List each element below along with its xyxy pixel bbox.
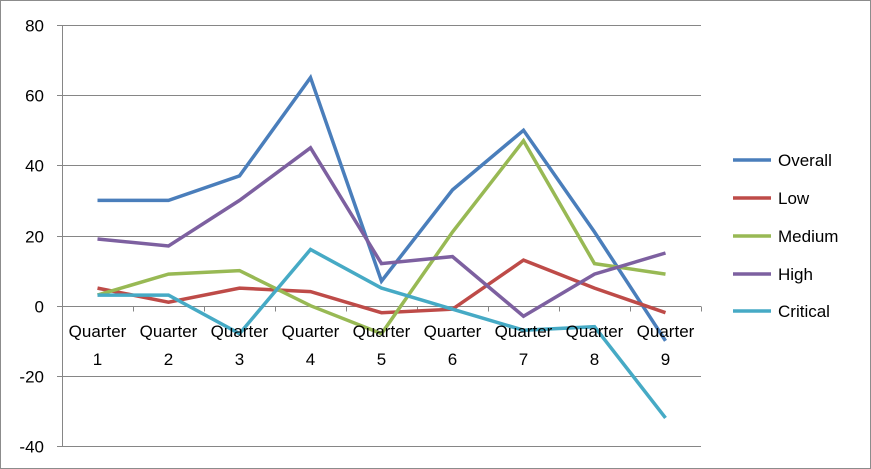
x-tick-label: 3 [235,350,244,369]
series-line-critical [97,247,667,419]
x-tick-label: Quarter [637,322,695,341]
series-line-overall [97,73,667,342]
x-tick-label: 7 [519,350,528,369]
series-line-low [97,258,667,315]
y-tick-label: 0 [35,298,44,317]
x-tick-label: 6 [448,350,457,369]
x-tick-label: 4 [306,350,315,369]
x-tick-label: Quarter [495,322,553,341]
y-tick-label: 20 [25,228,44,247]
x-tick-label: 9 [661,350,670,369]
x-tick-label: 5 [377,350,386,369]
gridlines [62,25,701,447]
x-tick-label: Quarter [424,322,482,341]
x-tick-label: Quarter [353,322,411,341]
x-tick-label: Quarter [566,322,624,341]
legend-label-low: Low [778,189,810,208]
y-tick-label: 80 [25,17,44,36]
series-lines [97,73,667,419]
x-tick-label: Quarter [282,322,340,341]
legend-label-high: High [778,265,813,284]
legend-label-critical: Critical [778,302,830,321]
y-axis: -40 -20 0 20 40 60 80 [19,17,702,457]
x-tick-label: Quarter [211,322,269,341]
x-tick-label: Quarter [69,322,127,341]
y-tick-label: -40 [19,438,44,457]
x-tick-label: 1 [93,350,102,369]
y-tick-label: 60 [25,87,44,106]
x-tick-label: 2 [164,350,173,369]
series-line-high [97,145,666,319]
legend-label-medium: Medium [778,227,838,246]
y-tick-label: 40 [25,157,44,176]
legend: Overall Low Medium High Critical [733,151,838,321]
legend-label-overall: Overall [778,151,832,170]
series-line-medium [97,137,666,336]
y-tick-label: -20 [19,368,44,387]
x-tick-label: Quarter [140,322,198,341]
x-tick-label: 8 [590,350,599,369]
x-axis-labels: Quarter 1 Quarter 2 Quarter 3 Quarter 4 Quarter 5… [69,322,695,369]
